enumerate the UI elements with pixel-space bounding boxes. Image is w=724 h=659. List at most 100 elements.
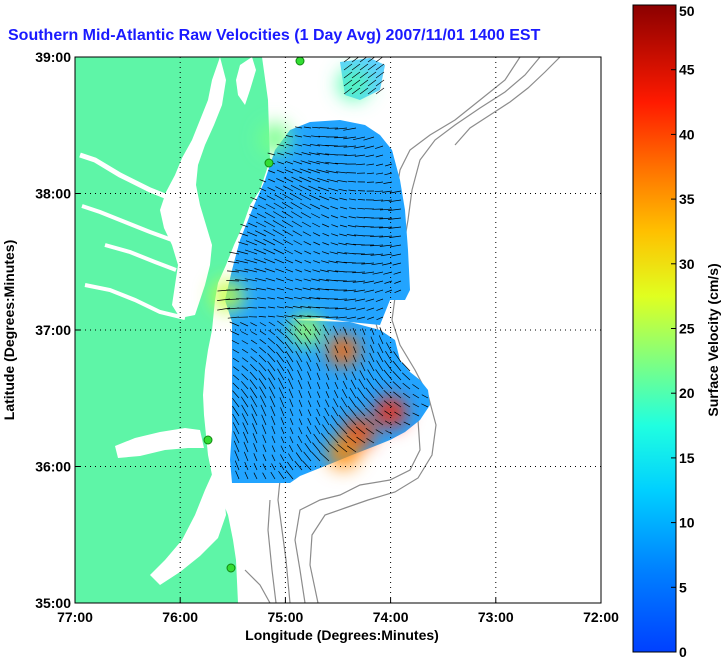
velocity-vector xyxy=(346,425,357,435)
velocity-vector xyxy=(249,371,258,381)
velocity-vector xyxy=(311,213,321,219)
velocity-vector xyxy=(360,362,366,372)
velocity-vector xyxy=(298,389,303,399)
colorbar-tick-label: 40 xyxy=(679,126,695,142)
velocity-vector xyxy=(355,426,366,435)
velocity-vector xyxy=(304,342,312,354)
velocity-vector xyxy=(365,428,375,435)
velocity-vector xyxy=(293,333,303,345)
grid-lines xyxy=(75,57,601,603)
velocity-vector xyxy=(307,390,312,399)
velocity-vector xyxy=(307,371,312,381)
velocity-vector xyxy=(366,378,375,390)
velocity-vector xyxy=(318,278,330,282)
velocity-vector xyxy=(393,391,402,399)
velocity-vector xyxy=(293,325,303,336)
velocity-vector xyxy=(338,414,348,426)
velocity-vector xyxy=(353,145,366,149)
velocity-vector xyxy=(321,260,330,264)
velocity-vector xyxy=(302,324,312,336)
velocity-vector xyxy=(381,262,393,266)
velocity-vector xyxy=(375,181,384,184)
velocity-vector xyxy=(383,390,393,399)
velocity-vector xyxy=(250,348,258,354)
land-mass xyxy=(75,57,270,603)
chart-title: Southern Mid-Atlantic Raw Velocities (1 … xyxy=(8,27,541,44)
velocity-vector xyxy=(375,172,384,175)
velocity-vector xyxy=(290,193,303,201)
velocity-vector xyxy=(402,382,411,390)
velocity-vector xyxy=(249,205,258,210)
velocity-vector xyxy=(354,298,366,302)
velocity-vector xyxy=(360,253,375,255)
velocity-vector xyxy=(276,336,285,345)
velocity-vector xyxy=(285,160,294,165)
velocity-vector xyxy=(378,343,384,354)
velocity-vector xyxy=(393,351,402,363)
velocity-vector xyxy=(375,154,384,158)
velocity-vector xyxy=(276,315,285,318)
velocity-vector xyxy=(263,258,276,264)
velocity-vector xyxy=(253,443,258,453)
velocity-vector xyxy=(307,400,312,408)
velocity-vector xyxy=(299,315,312,318)
y-tick-label: 38:00 xyxy=(35,186,71,202)
velocity-vector xyxy=(293,317,303,327)
velocity-vector xyxy=(268,377,276,390)
coverage-region-south xyxy=(230,320,430,483)
velocity-vector xyxy=(309,203,321,210)
velocity-vector xyxy=(394,280,402,284)
velocity-vector xyxy=(258,306,267,309)
velocity-vector xyxy=(339,405,348,417)
velocity-vector xyxy=(375,298,384,302)
velocity-vector xyxy=(259,339,267,345)
velocity-vector xyxy=(374,409,384,417)
velocity-vector xyxy=(375,79,385,87)
velocity-vector xyxy=(351,87,361,95)
velocity-vector xyxy=(353,289,366,293)
velocity-vector xyxy=(306,426,312,435)
velocity-vector xyxy=(235,269,249,273)
speed-hotspot xyxy=(327,436,360,469)
velocity-vector xyxy=(352,354,357,363)
velocity-vector xyxy=(334,307,348,310)
velocity-vector xyxy=(259,330,267,336)
velocity-vector xyxy=(340,215,348,219)
velocity-vector xyxy=(302,143,312,147)
velocity-vector xyxy=(359,71,369,79)
velocity-vector xyxy=(380,253,393,257)
velocity-vector xyxy=(276,287,285,291)
velocity-vector xyxy=(248,222,258,228)
colorbar-tick-label: 5 xyxy=(679,579,687,595)
velocity-vector xyxy=(266,195,276,201)
velocity-vector xyxy=(329,423,339,435)
velocity-vector xyxy=(346,445,357,453)
velocity-vector xyxy=(232,397,240,408)
velocity-vector xyxy=(295,452,303,462)
x-tick-label: 73:00 xyxy=(478,609,514,625)
velocity-vector xyxy=(241,365,249,372)
velocity-vector xyxy=(280,426,285,435)
velocity-vector xyxy=(370,235,384,237)
velocity-vector xyxy=(325,363,330,372)
velocity-vector xyxy=(267,337,276,345)
velocity-vector xyxy=(321,223,330,228)
x-tick-label: 74:00 xyxy=(373,609,409,625)
colorbar-tick-label: 35 xyxy=(679,191,695,207)
velocity-vector xyxy=(355,416,366,426)
velocity-vector xyxy=(304,269,312,273)
velocity-vector xyxy=(241,413,249,426)
velocity-vector xyxy=(351,57,360,63)
x-tick-label: 72:00 xyxy=(583,609,619,625)
velocity-vector xyxy=(275,268,285,273)
velocity-vector xyxy=(250,331,258,336)
speed-hotspot xyxy=(374,395,407,428)
velocity-vector xyxy=(217,307,231,311)
velocity-vector xyxy=(312,269,321,273)
velocity-vector xyxy=(252,423,258,435)
velocity-vector xyxy=(265,203,276,210)
velocity-vector xyxy=(357,387,366,399)
velocity-vector xyxy=(254,239,267,246)
velocity-vector xyxy=(343,71,353,79)
velocity-vector xyxy=(325,382,330,390)
